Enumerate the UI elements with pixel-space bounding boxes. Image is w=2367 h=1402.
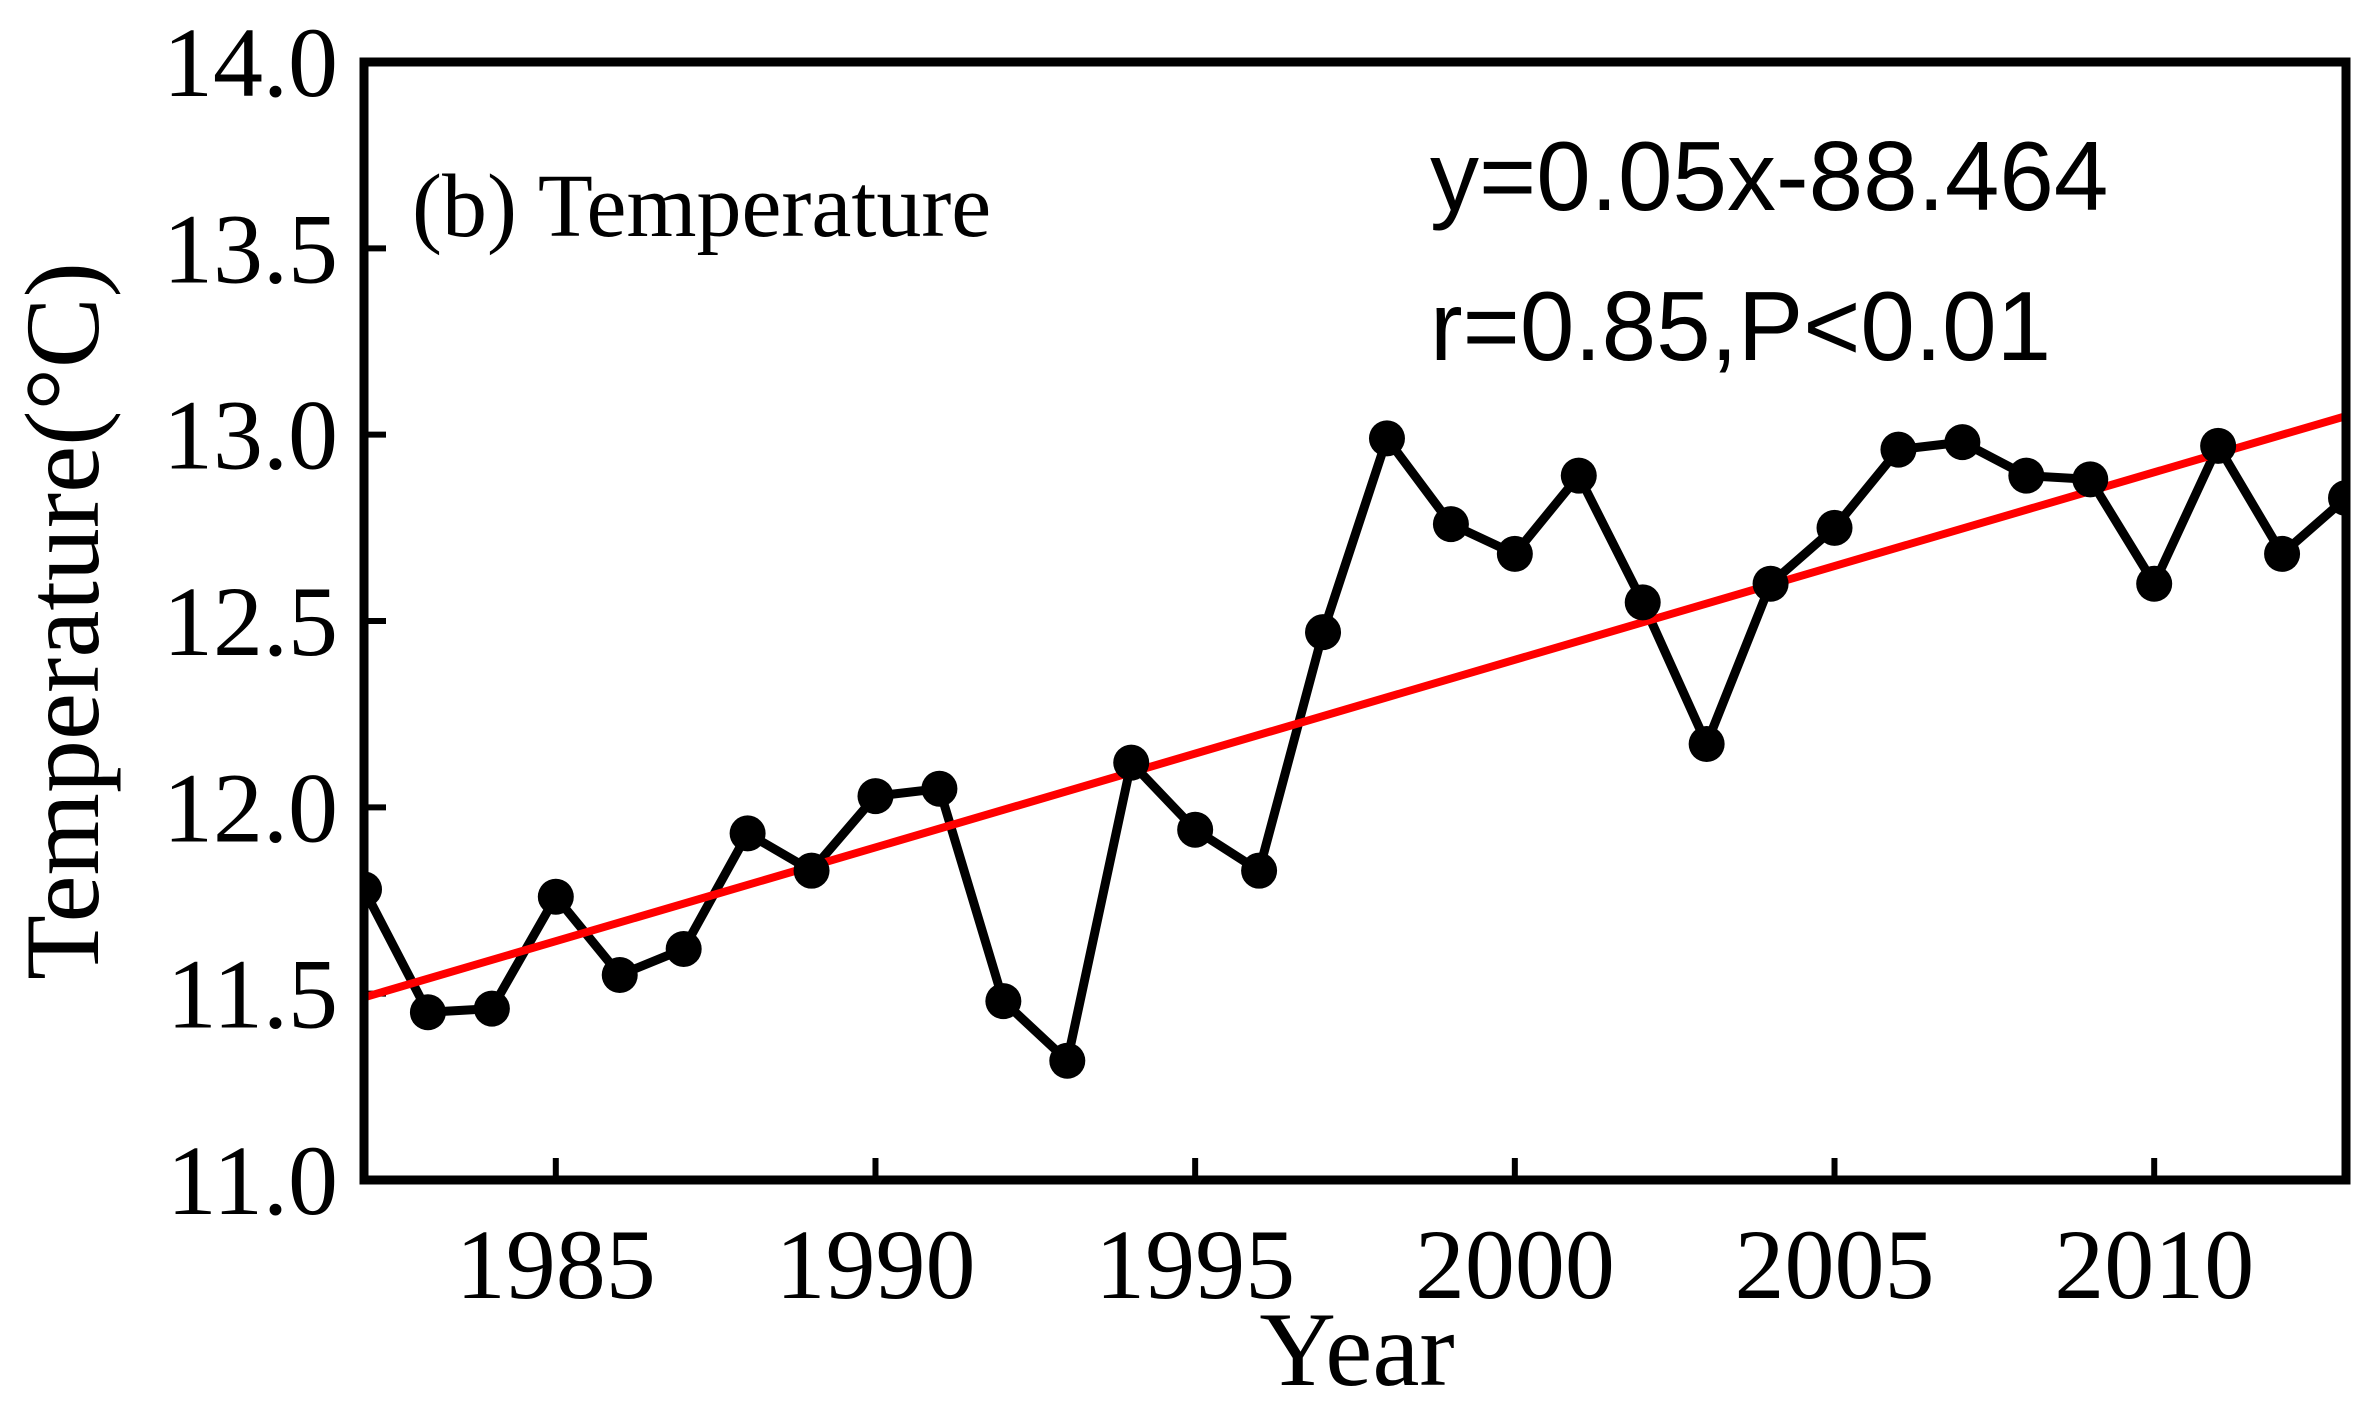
- data-point-1987: [665, 930, 702, 967]
- x-tick-label: 2005: [1735, 1209, 1935, 1320]
- data-point-1996: [1241, 852, 1278, 889]
- y-axis-title: Temperature(°C): [4, 262, 121, 980]
- x-tick-label: 2000: [1415, 1209, 1615, 1320]
- data-point-2007: [1944, 424, 1981, 461]
- data-point-1997: [1305, 614, 1342, 651]
- x-tick-label: 1990: [775, 1209, 975, 1320]
- data-point-2005: [1816, 509, 1853, 546]
- panel-label: (b) Temperature: [412, 157, 991, 256]
- data-point-1991: [921, 770, 958, 807]
- data-point-2001: [1560, 457, 1597, 494]
- regression-equation: y=0.05x-88.464: [1430, 121, 2108, 231]
- data-point-2002: [1624, 584, 1661, 621]
- data-point-2003: [1688, 725, 1725, 762]
- data-point-2011: [2200, 427, 2237, 464]
- data-point-2006: [1880, 431, 1917, 468]
- data-point-1985: [537, 878, 574, 915]
- plot-area: [364, 412, 2346, 1079]
- y-tick-label: 11.5: [167, 939, 338, 1050]
- data-point-2012: [2264, 535, 2301, 572]
- plot-frame: [359, 57, 2351, 1185]
- correlation-stats: r=0.85,P<0.01: [1430, 271, 2051, 381]
- data-point-1984: [473, 990, 510, 1027]
- temperature-series-line: [364, 433, 2346, 1066]
- data-point-1998: [1368, 420, 1405, 457]
- temperature-series-points: [364, 420, 2346, 1079]
- y-tick-label: 12.0: [163, 752, 338, 863]
- data-point-1983: [409, 994, 446, 1031]
- y-tick-label: 11.0: [167, 1125, 338, 1236]
- data-point-1995: [1177, 811, 1214, 848]
- data-point-1999: [1432, 506, 1469, 543]
- data-point-1993: [1049, 1042, 1086, 1079]
- data-point-1988: [729, 815, 766, 852]
- y-tick-label: 13.5: [163, 193, 338, 304]
- y-axis-tick-labels: 11.0 11.5 12.0 12.5 13.0 13.5 14.0: [163, 7, 338, 1236]
- data-point-2010: [2136, 565, 2173, 602]
- data-point-2004: [1752, 565, 1789, 602]
- x-axis-title: Year: [1259, 1291, 1454, 1402]
- x-tick-label: 2010: [2054, 1209, 2254, 1320]
- data-point-1992: [985, 983, 1022, 1020]
- data-point-1994: [1113, 744, 1150, 781]
- x-tick-label: 1995: [1095, 1209, 1295, 1320]
- data-point-1986: [601, 957, 638, 994]
- x-axis-tick-labels: 1985 1990 1995 2000 2005 2010: [456, 1209, 2254, 1320]
- y-tick-label: 12.5: [163, 566, 338, 677]
- y-tick-label: 13.0: [163, 380, 338, 491]
- data-point-1990: [857, 778, 894, 815]
- data-point-2008: [2008, 457, 2045, 494]
- y-tick-label: 14.0: [163, 7, 338, 118]
- x-tick-label: 1985: [456, 1209, 656, 1320]
- data-point-2009: [2072, 461, 2109, 498]
- data-point-2000: [1496, 535, 1533, 572]
- trend-line: [364, 412, 2346, 1002]
- data-point-1989: [793, 852, 830, 889]
